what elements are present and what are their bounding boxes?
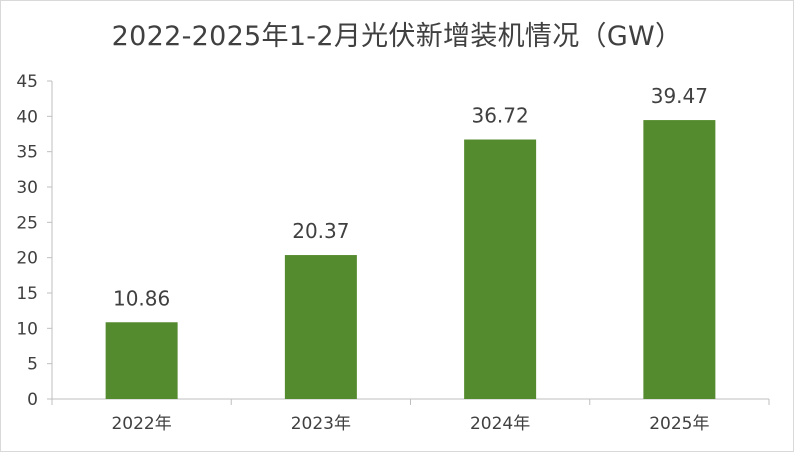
y-tick-label: 0 [27,390,38,410]
y-tick-label: 40 [16,107,38,127]
x-axis-categories: 2022年 2023年 2024年 2025年 [111,414,709,434]
y-tick-label: 30 [16,178,38,198]
y-axis-ticks: 0 5 10 15 20 25 30 35 40 45 [16,72,52,410]
chart-title: 2022-2025年1-2月光伏新增装机情况（GW） [111,21,683,52]
y-tick-label: 10 [16,319,38,339]
bar [284,255,357,399]
x-category-label: 2025年 [649,414,709,434]
y-tick-label: 45 [16,72,38,92]
x-category-label: 2023年 [291,414,351,434]
bar [643,120,716,399]
bar [105,322,178,399]
x-category-label: 2022年 [111,414,171,434]
data-label: 20.37 [292,219,349,243]
y-tick-label: 20 [16,249,38,269]
data-label: 36.72 [471,104,528,128]
x-category-label: 2024年 [470,414,530,434]
y-tick-label: 25 [16,213,38,233]
bars [105,120,716,399]
data-label: 39.47 [651,84,708,108]
y-tick-label: 35 [16,143,38,163]
data-labels: 10.86 20.37 36.72 39.47 [113,84,708,310]
data-label: 10.86 [113,286,170,310]
bar [464,139,537,399]
y-tick-label: 5 [27,355,38,375]
y-tick-label: 15 [16,284,38,304]
